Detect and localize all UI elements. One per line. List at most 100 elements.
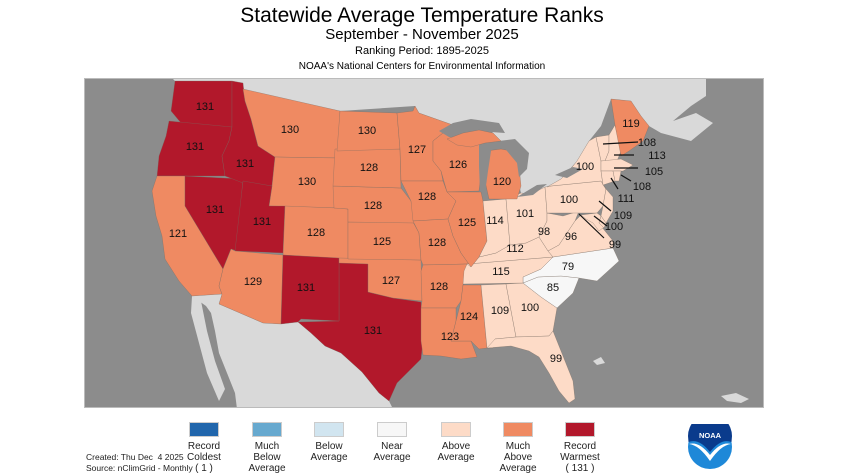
rank-label-nh: 113 — [648, 150, 666, 162]
legend-item-record-coldest: Record Coldest( 1 ) — [169, 422, 239, 474]
rank-label-va: 96 — [565, 231, 577, 243]
rank-label-in: 114 — [486, 215, 504, 227]
rank-label-il: 125 — [458, 217, 476, 229]
callout-line-ri — [620, 174, 632, 182]
rank-label-ky: 112 — [506, 243, 524, 255]
legend-item-below: Below Average — [294, 422, 364, 463]
rank-label-nv: 131 — [206, 204, 224, 216]
legend-swatch — [565, 422, 595, 437]
state-fl — [486, 330, 576, 404]
rank-label-ms: 124 — [460, 311, 478, 323]
rank-label-mo: 128 — [428, 237, 446, 249]
rank-label-sd: 128 — [360, 162, 378, 174]
rank-label-ia: 128 — [418, 191, 436, 203]
state-ri — [612, 170, 622, 182]
legend-item-above: Above Average — [421, 422, 491, 463]
created-date: Created: Thu Dec 4 2025 — [86, 452, 184, 462]
rank-label-wa: 131 — [196, 101, 214, 113]
legend-item-much-above: Much Above Average — [483, 422, 553, 474]
rank-label-al: 109 — [491, 305, 509, 317]
legend-item-record-warmest: Record Warmest( 131 ) — [545, 422, 615, 474]
legend-label: Much — [505, 441, 531, 452]
legend-label: Below — [315, 441, 343, 452]
ranking-period: Ranking Period: 1895-2025 — [355, 45, 489, 57]
state-mi-upper-peninsula — [446, 129, 502, 148]
map-subtitle: September - November 2025 — [325, 26, 519, 43]
rank-label-ny: 100 — [576, 161, 594, 173]
rank-label-wy: 130 — [298, 176, 316, 188]
legend-label: Above — [503, 452, 533, 463]
state-ok — [338, 257, 423, 302]
legend-label: Much — [254, 441, 280, 452]
legend-item-near: Near Average — [357, 422, 427, 463]
rank-label-ar: 128 — [430, 281, 448, 293]
legend-swatch — [377, 422, 407, 437]
legend-label: Near — [381, 441, 403, 452]
legend-swatch — [189, 422, 219, 437]
legend-label: Average — [248, 463, 286, 474]
legend-label: Warmest — [560, 452, 600, 463]
organization-line: NOAA's National Centers for Environmenta… — [298, 61, 546, 72]
legend-swatch — [314, 422, 344, 437]
legend-label: Average — [310, 452, 348, 463]
state-la — [420, 307, 478, 360]
state-ne — [332, 185, 417, 224]
us-temperature-rank-map: 131 131 131 131 131 121 129 131 131 130 130 128 130 1… — [84, 78, 764, 408]
state-tn — [462, 256, 554, 285]
rank-label-ks: 125 — [373, 236, 391, 248]
lake-erie — [517, 184, 547, 197]
noaa-logo: NOAA — [688, 424, 732, 469]
legend-label: Above — [441, 441, 471, 452]
rank-label-oh: 101 — [516, 208, 534, 220]
map-title: Statewide Average Temperature Ranks — [240, 4, 604, 27]
state-me — [610, 98, 650, 157]
rank-label-nc: 79 — [562, 261, 574, 273]
rank-label-fl: 99 — [550, 353, 562, 365]
data-source: Source: nClimGrid - Monthly — [86, 463, 193, 473]
lake-michigan — [479, 137, 491, 193]
lake-superior — [439, 119, 505, 139]
rank-label-wv: 98 — [538, 226, 550, 238]
footer-meta: Created: Thu Dec 4 2025 Source: nClimGri… — [86, 452, 193, 474]
rank-label-vt: 108 — [638, 137, 656, 149]
rank-label-ut: 131 — [253, 216, 271, 228]
legend-label: Below — [253, 452, 281, 463]
rank-label-ga: 100 — [521, 302, 539, 314]
rank-label-id: 131 — [236, 158, 254, 170]
legend-label: Record — [563, 441, 597, 452]
lake-huron — [499, 139, 529, 177]
rank-label-me: 119 — [622, 118, 640, 130]
legend-label: ( 1 ) — [195, 463, 213, 474]
rank-label-la: 123 — [441, 331, 459, 343]
rank-label-ct: 111 — [618, 193, 635, 205]
rank-label-mt: 130 — [281, 124, 299, 136]
callout-line-md — [578, 213, 605, 239]
rank-label-mn: 127 — [408, 144, 426, 156]
legend-swatch — [441, 422, 471, 437]
svg-text:NOAA: NOAA — [699, 431, 722, 440]
state-il — [446, 191, 488, 268]
cuba-land — [721, 393, 749, 403]
rank-label-ne: 128 — [364, 200, 382, 212]
legend-label: Average — [373, 452, 411, 463]
rank-label-az: 129 — [244, 276, 262, 288]
rank-label-nd: 130 — [358, 125, 376, 137]
rank-label-tn: 115 — [492, 266, 510, 278]
callout-line-vt — [602, 141, 639, 145]
callout-line-nj — [598, 200, 612, 212]
legend-swatch — [503, 422, 533, 437]
rank-label-ri: 108 — [633, 181, 651, 193]
rank-label-tx: 131 — [364, 325, 382, 337]
mexico-land — [192, 294, 392, 407]
rank-label-ca: 121 — [169, 228, 187, 240]
rank-label-md: 99 — [609, 239, 621, 251]
rank-label-wi: 126 — [449, 159, 467, 171]
rank-label-ma: 105 — [645, 166, 663, 178]
rank-label-co: 128 — [307, 227, 325, 239]
legend-item-much-below: Much Below Average — [232, 422, 302, 474]
state-mi — [484, 148, 522, 200]
legend-label: Record — [187, 441, 221, 452]
legend-label: Average — [437, 452, 475, 463]
legend-label: Average — [499, 463, 537, 474]
rank-label-pa: 100 — [560, 194, 578, 206]
